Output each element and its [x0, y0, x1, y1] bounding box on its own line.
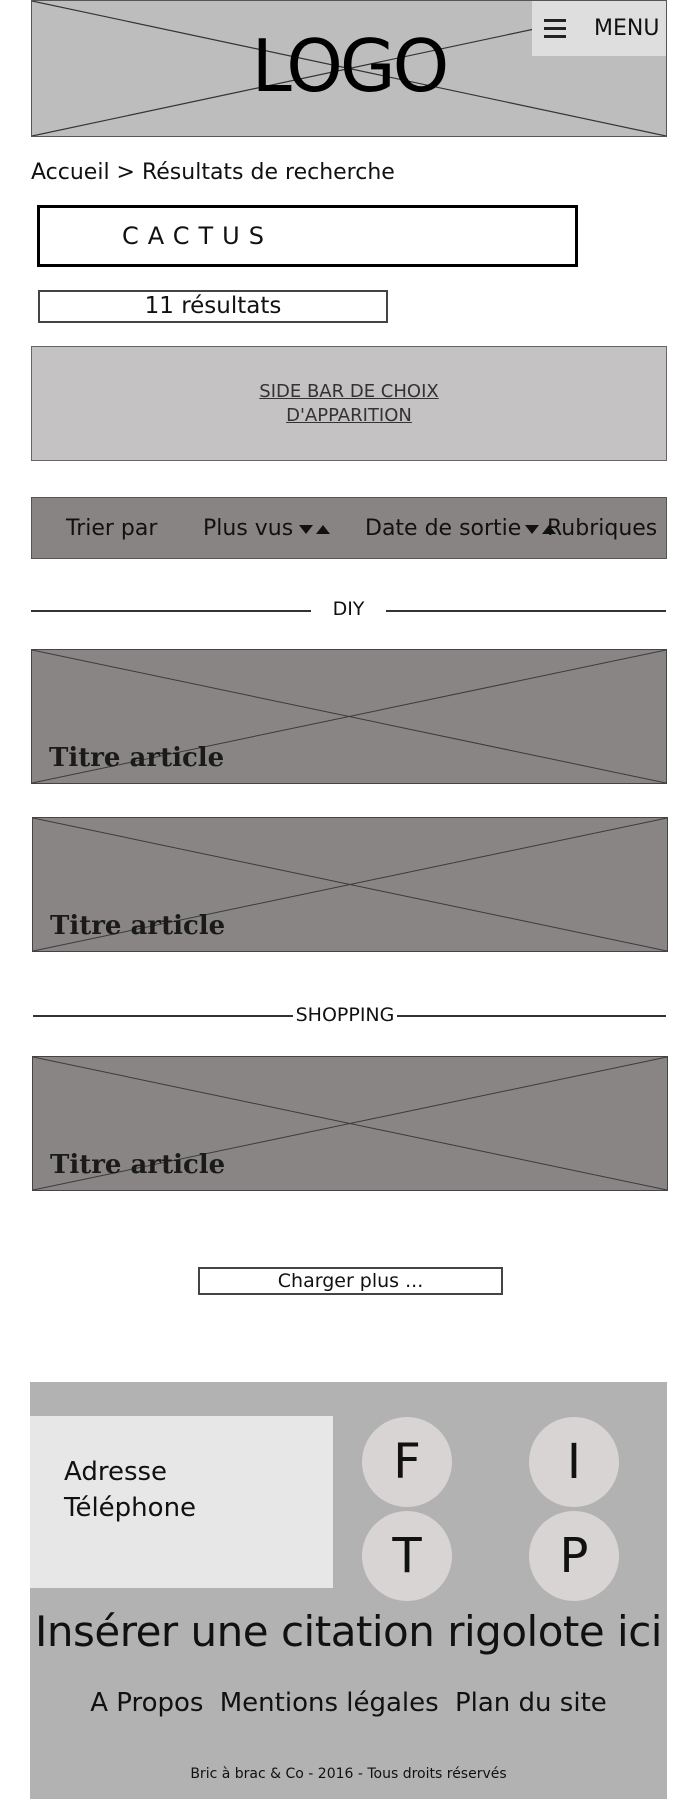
breadcrumb[interactable]: Accueil > Résultats de recherche	[31, 160, 395, 185]
logo[interactable]: LOGO	[251, 24, 450, 108]
menu-label: MENU	[594, 16, 660, 41]
sort-bar: Trier par Plus vus Date de sortie Rubriq…	[31, 497, 667, 559]
link-about[interactable]: A Propos	[90, 1688, 204, 1718]
sort-most-viewed[interactable]: Plus vus	[203, 498, 331, 560]
phone: Téléphone	[64, 1493, 197, 1523]
menu-button[interactable]: MENU	[532, 1, 666, 56]
sidebar-line-1: SIDE BAR DE CHOIX	[259, 380, 439, 402]
sort-release-date-label: Date de sortie	[365, 516, 522, 541]
footer-quote: Insérer une citation rigolote ici	[35, 1607, 662, 1656]
search-input[interactable]: CACTUS	[37, 205, 578, 267]
address: Adresse	[64, 1457, 168, 1487]
copyright: Bric à brac & Co - 2016 - Tous droits ré…	[190, 1766, 507, 1782]
image-placeholder-cross	[33, 818, 667, 951]
sort-release-date[interactable]: Date de sortie	[365, 498, 557, 560]
facebook-icon[interactable]: F	[362, 1417, 452, 1507]
section-title-shopping: SHOPPING	[293, 1004, 397, 1026]
section-divider	[33, 1015, 293, 1017]
article-title[interactable]: Titre article	[50, 1150, 226, 1180]
sidebar-line-2: D'APPARITION	[286, 404, 412, 426]
results-count: 11 résultats	[38, 290, 388, 323]
search-value: CACTUS	[122, 222, 273, 250]
image-placeholder-cross	[33, 1057, 667, 1190]
sort-label: Trier par	[66, 516, 158, 541]
sort-arrows-icon[interactable]	[525, 523, 557, 535]
sort-categories[interactable]: Rubriques	[547, 516, 658, 541]
link-legal[interactable]: Mentions légales	[219, 1688, 439, 1718]
footer: Adresse Téléphone F I T P Insérer une ci…	[30, 1382, 667, 1799]
sort-arrows-icon[interactable]	[299, 523, 331, 535]
contact-block: Adresse Téléphone	[30, 1416, 333, 1588]
load-more-button[interactable]: Charger plus ...	[198, 1267, 503, 1295]
sort-most-viewed-label: Plus vus	[203, 516, 294, 541]
sidebar-choice-link[interactable]: SIDE BAR DE CHOIX D'APPARITION	[31, 346, 667, 461]
hamburger-icon	[544, 19, 566, 38]
footer-links: A Propos Mentions légales Plan du site	[30, 1688, 667, 1718]
article-title[interactable]: Titre article	[50, 911, 226, 941]
section-divider	[31, 610, 311, 612]
link-sitemap[interactable]: Plan du site	[454, 1688, 607, 1718]
section-title-diy: DIY	[311, 598, 386, 620]
section-divider	[397, 1015, 666, 1017]
image-placeholder-cross	[32, 650, 666, 783]
section-divider	[386, 610, 666, 612]
instagram-icon[interactable]: I	[529, 1417, 619, 1507]
article-title[interactable]: Titre article	[49, 743, 225, 773]
header: LOGO MENU	[31, 0, 667, 137]
twitter-icon[interactable]: T	[362, 1511, 452, 1601]
article-card[interactable]: Titre article	[32, 817, 668, 952]
pinterest-icon[interactable]: P	[529, 1511, 619, 1601]
article-card[interactable]: Titre article	[32, 1056, 668, 1191]
article-card[interactable]: Titre article	[31, 649, 667, 784]
